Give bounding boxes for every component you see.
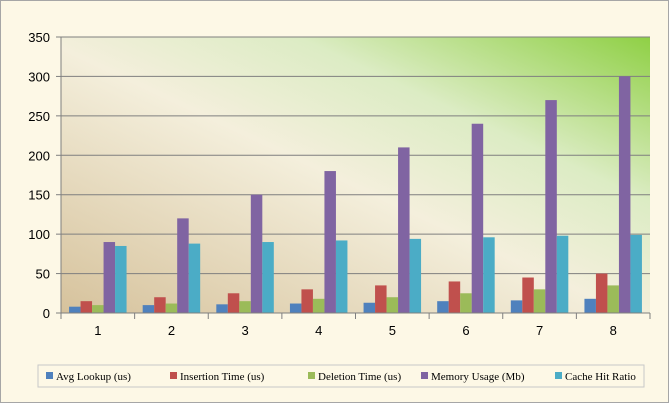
axes: [60, 37, 651, 319]
legend-swatch: [308, 372, 315, 379]
bar: [398, 147, 410, 313]
bar: [460, 293, 472, 313]
bar: [386, 297, 399, 313]
bar: [250, 194, 263, 313]
bar: [471, 123, 484, 313]
bar: [69, 306, 81, 313]
bar: [165, 303, 178, 313]
x-tick-label: 7: [536, 323, 543, 338]
bar: [216, 304, 228, 313]
bar: [324, 171, 336, 313]
bar: [363, 302, 376, 313]
x-tick-label: 1: [94, 323, 101, 338]
bar: [375, 285, 387, 313]
bar: [262, 242, 274, 313]
bar: [154, 297, 166, 313]
x-tick-label: 8: [610, 323, 617, 338]
bar: [630, 234, 642, 313]
bar: [335, 240, 348, 313]
bar: [289, 303, 302, 313]
bar: [103, 242, 116, 313]
y-tick-label: 250: [28, 109, 50, 124]
x-tick-label: 2: [168, 323, 175, 338]
bar: [80, 301, 93, 313]
x-tick-label: 3: [241, 323, 248, 338]
bar: [239, 301, 251, 313]
y-tick-label: 50: [36, 267, 50, 282]
legend-items: Avg Lookup (us) Insertion Time (us) Deleti…: [46, 371, 636, 383]
bar: [188, 243, 201, 313]
bar: [510, 300, 523, 313]
bar: [545, 100, 557, 313]
legend-label: Deletion Time (us): [318, 371, 401, 383]
bar: [301, 289, 313, 313]
legend-label: Memory Usage (Mb): [431, 371, 525, 383]
bar: [556, 235, 569, 313]
bar: [483, 237, 495, 313]
bar: [142, 305, 155, 313]
x-tick-label: 4: [315, 323, 322, 338]
bar: [437, 301, 449, 313]
bar: [227, 293, 240, 313]
legend-swatch: [170, 372, 177, 379]
bar: [618, 76, 631, 313]
x-tick-labels: 1 2 3 4 5 6 7 8: [94, 323, 617, 338]
legend-label: Avg Lookup (us): [56, 371, 131, 383]
bar: [177, 218, 189, 313]
y-tick-label: 100: [28, 227, 50, 242]
legend-swatch: [46, 372, 53, 379]
legend-label: Cache Hit Ratio: [565, 371, 636, 383]
y-tick-label: 200: [28, 148, 50, 163]
x-tick-label: 6: [462, 323, 469, 338]
bar: [584, 298, 596, 313]
bar: [448, 281, 461, 313]
bar: [607, 285, 619, 313]
bar: [115, 245, 127, 313]
y-tick-label: 150: [28, 188, 50, 203]
bar: [409, 238, 422, 313]
bar: [92, 305, 104, 313]
bars-group: [69, 76, 642, 313]
legend-swatch: [421, 372, 428, 379]
y-tick-label: 0: [43, 306, 50, 321]
legend-swatch: [555, 372, 562, 379]
x-tick-label: 5: [389, 323, 396, 338]
y-tick-label: 350: [28, 30, 50, 45]
y-tick-label: 300: [28, 69, 50, 84]
legend-label: Insertion Time (us): [180, 371, 265, 383]
y-tick-labels: 0 50 100 150 200 250 300 350: [28, 30, 50, 321]
bar: [595, 273, 608, 313]
legend: [37, 364, 645, 388]
bar: [522, 277, 534, 313]
bar: [533, 289, 546, 313]
bar: [312, 298, 325, 313]
